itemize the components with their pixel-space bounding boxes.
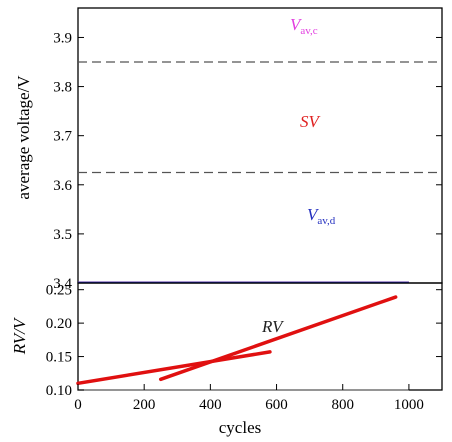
series-label-3: RV <box>261 317 285 336</box>
top-y-tick-label-1: 3.5 <box>53 227 72 243</box>
top-plot-frame <box>77 7 443 284</box>
series-label-2: Vav,d <box>307 205 336 227</box>
top-y-tick-label-3: 3.7 <box>53 129 72 145</box>
bottom-y-axis-label: RV/V <box>10 316 29 355</box>
bottom-y-tick-label-3: 0.25 <box>46 283 72 299</box>
series-label-sub-2: av,d <box>317 215 335 227</box>
x-axis-label: cycles <box>219 418 261 437</box>
series-label-sub-0: av,c <box>300 25 317 37</box>
average-voltage-panel: 3.4 3.5 3.6 3.7 3.8 3.9 average voltage/V <box>14 7 443 292</box>
bottom-y-tick-label-0: 0.10 <box>46 383 72 399</box>
top-y-tick-label-5: 3.9 <box>53 30 72 46</box>
bottom-y-tick-label-2: 0.20 <box>46 316 72 332</box>
top-y-tick-label-0: 3.4 <box>53 276 72 292</box>
x-tick-label-2: 400 <box>199 397 222 413</box>
rv-panel: 0.100.150.200.25 0 200 400 600 800 1000 RV/V … <box>10 282 443 437</box>
series-label-1: SV <box>300 112 322 131</box>
x-tick-label-1: 200 <box>133 397 156 413</box>
x-tick-label-3: 600 <box>265 397 288 413</box>
top-y-tick-label-2: 3.6 <box>53 178 72 194</box>
x-tick-label-5: 1000 <box>394 397 424 413</box>
x-tick-label-0: 0 <box>74 397 82 413</box>
fit-line-1 <box>158 295 398 382</box>
x-tick-label-4: 800 <box>331 397 354 413</box>
bottom-y-tick-label-1: 0.15 <box>46 350 72 366</box>
series-label-0: Vav,c <box>290 15 318 37</box>
top-y-tick-label-4: 3.8 <box>53 80 72 96</box>
top-y-axis-label: average voltage/V <box>14 75 33 200</box>
fit-line-0 <box>76 350 272 386</box>
